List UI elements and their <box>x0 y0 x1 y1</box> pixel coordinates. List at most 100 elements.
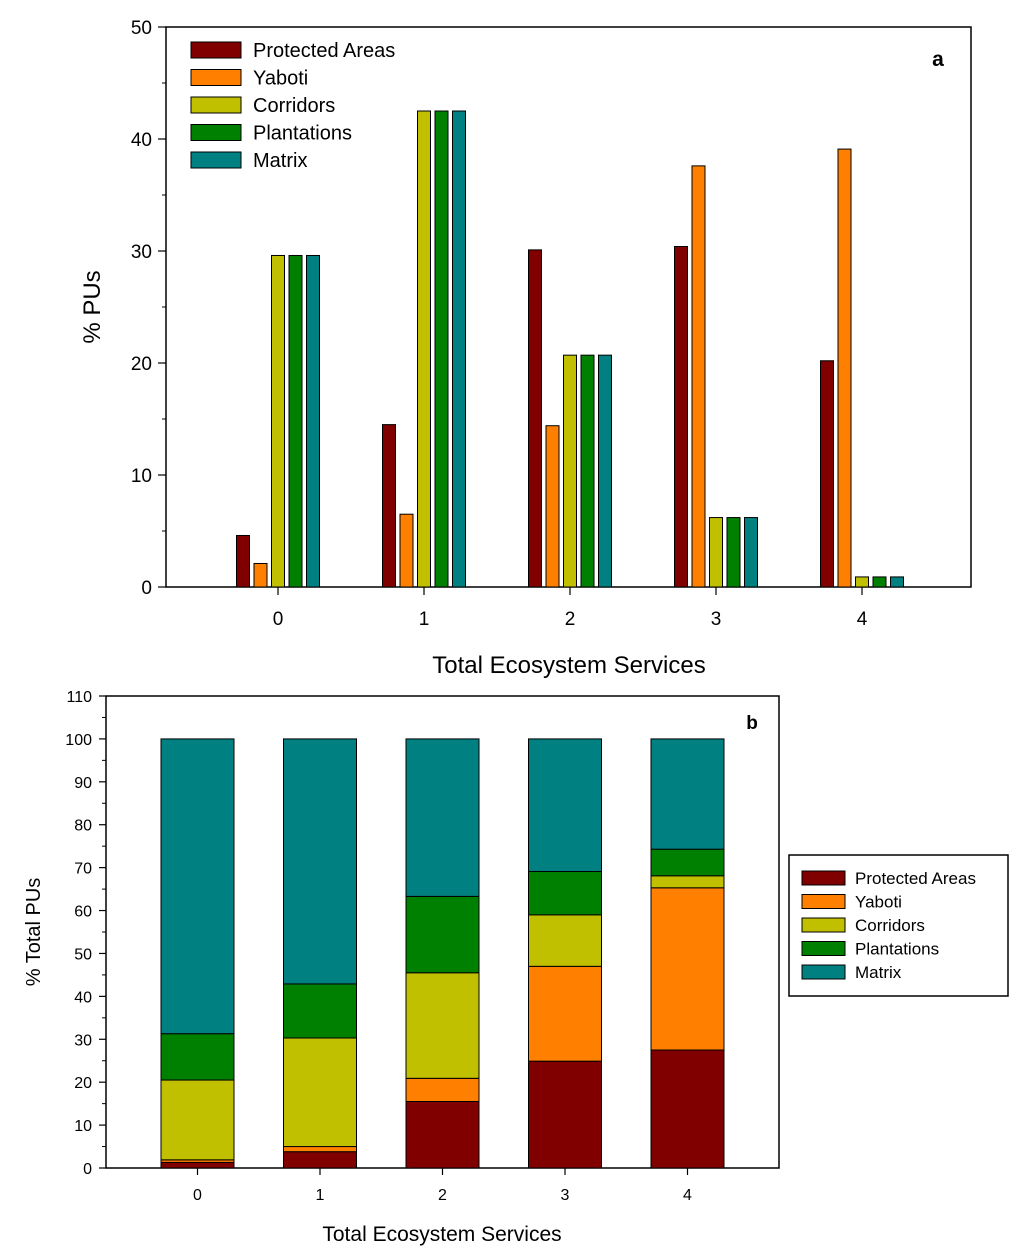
y-tick-label: 100 <box>65 732 92 749</box>
stacked-segment <box>160 1033 235 1081</box>
legend-label: Matrix <box>253 150 307 172</box>
panel-b-y-axis: 0 10 20 30 40 50 60 70 80 90 100 110 <box>65 689 106 1178</box>
legend-swatch <box>190 151 242 169</box>
bar <box>709 517 723 588</box>
stacked-segment <box>283 1151 357 1169</box>
bar <box>399 513 414 588</box>
y-tick-label: 10 <box>74 1118 92 1135</box>
stacked-segment <box>528 965 602 1062</box>
panel-a-y-axis-title: % PUs <box>79 270 106 343</box>
x-tick-label: 1 <box>419 609 430 630</box>
panel-b-bars <box>160 738 725 1169</box>
x-tick-label: 3 <box>711 609 722 630</box>
panel-b-y-axis-title: % Total PUs <box>23 878 45 987</box>
bar <box>545 425 560 588</box>
bar <box>306 254 320 588</box>
legend-swatch <box>190 124 242 141</box>
stacked-segment <box>283 983 357 1039</box>
chart-panel-b: 0 10 20 30 40 50 60 70 80 90 100 110 0 1 2 3 4 Protecte… <box>23 689 1009 1246</box>
panel-a-y-axis: 0 10 20 30 40 50 <box>131 18 166 599</box>
stacked-segment <box>405 1100 480 1169</box>
y-tick-label: 50 <box>74 946 92 963</box>
x-tick-label: 3 <box>561 1187 570 1204</box>
stacked-segment <box>283 1037 357 1148</box>
y-tick-label: 60 <box>74 904 92 921</box>
stacked-segment <box>160 1161 235 1169</box>
bar <box>417 110 431 588</box>
bar <box>820 360 834 588</box>
panel-a-legend: Protected Areas Yaboti Corridors Plantation… <box>190 40 395 172</box>
bar <box>674 246 688 588</box>
y-tick-label: 30 <box>131 242 152 263</box>
stacked-segment <box>283 738 357 985</box>
legend-label: Corridors <box>253 95 335 117</box>
bar <box>528 249 542 588</box>
legend-swatch <box>801 917 846 933</box>
stacked-segment <box>650 887 725 1051</box>
bar <box>288 254 303 588</box>
stacked-segment <box>650 848 725 877</box>
bar <box>726 517 741 588</box>
panel-b-legend: Protected Areas Yaboti Corridors Plantation… <box>788 854 1009 997</box>
panel-b-x-axis: 0 1 2 3 4 <box>193 1168 692 1204</box>
legend-label: Matrix <box>855 963 902 982</box>
legend-label: Protected Areas <box>253 40 395 62</box>
stacked-segment <box>160 738 235 1035</box>
stacked-segment <box>528 1060 602 1169</box>
y-tick-label: 20 <box>74 1075 92 1092</box>
panel-b-label: b <box>746 713 758 734</box>
bar <box>271 254 285 588</box>
stacked-segment <box>528 870 602 916</box>
legend-swatch <box>801 894 846 909</box>
bar <box>434 110 449 588</box>
y-tick-label: 0 <box>141 578 152 599</box>
x-tick-label: 0 <box>193 1187 202 1204</box>
stacked-segment <box>650 1049 725 1169</box>
y-tick-label: 0 <box>83 1161 92 1178</box>
stacked-segment <box>405 972 480 1079</box>
y-tick-label: 40 <box>74 989 92 1006</box>
stacked-segment <box>405 738 480 897</box>
x-tick-label: 1 <box>316 1187 325 1204</box>
legend-swatch <box>190 96 242 114</box>
legend-swatch <box>190 69 242 86</box>
panel-a-x-axis-title: Total Ecosystem Services <box>432 652 705 679</box>
legend-label: Plantations <box>855 940 939 959</box>
bar <box>890 576 904 588</box>
legend-label: Yaboti <box>253 68 308 90</box>
y-tick-label: 50 <box>131 18 152 39</box>
stacked-segment <box>283 1146 357 1153</box>
legend-label: Protected Areas <box>855 869 976 888</box>
stacked-segment <box>650 738 725 850</box>
chart-panel-a: 0 10 20 30 40 50 0 1 2 3 4 Protected Areas Yaboti C… <box>79 18 972 679</box>
panel-a-bars <box>236 110 904 588</box>
bar <box>691 165 706 588</box>
legend-swatch <box>190 41 242 59</box>
stacked-segment <box>160 1079 235 1161</box>
bar <box>837 148 852 588</box>
stacked-segment <box>405 1077 480 1102</box>
y-tick-label: 20 <box>131 354 152 375</box>
bar <box>598 354 612 588</box>
y-tick-label: 40 <box>131 130 152 151</box>
bar <box>872 576 887 588</box>
bar <box>452 110 466 588</box>
bar <box>580 354 595 588</box>
stacked-segment <box>650 875 725 889</box>
bar <box>855 576 869 588</box>
bar <box>253 562 268 588</box>
stacked-segment <box>528 738 602 872</box>
panel-a-label: a <box>932 48 944 71</box>
legend-label: Corridors <box>855 916 925 935</box>
legend-swatch <box>801 941 846 956</box>
stacked-segment <box>405 895 480 974</box>
x-tick-label: 2 <box>565 609 576 630</box>
x-tick-label: 4 <box>683 1187 692 1204</box>
x-tick-label: 0 <box>273 609 284 630</box>
y-tick-label: 110 <box>66 689 92 706</box>
y-tick-label: 30 <box>74 1032 92 1049</box>
stacked-segment <box>528 914 602 967</box>
bar <box>744 517 758 588</box>
panel-a-x-axis: 0 1 2 3 4 <box>273 587 868 630</box>
